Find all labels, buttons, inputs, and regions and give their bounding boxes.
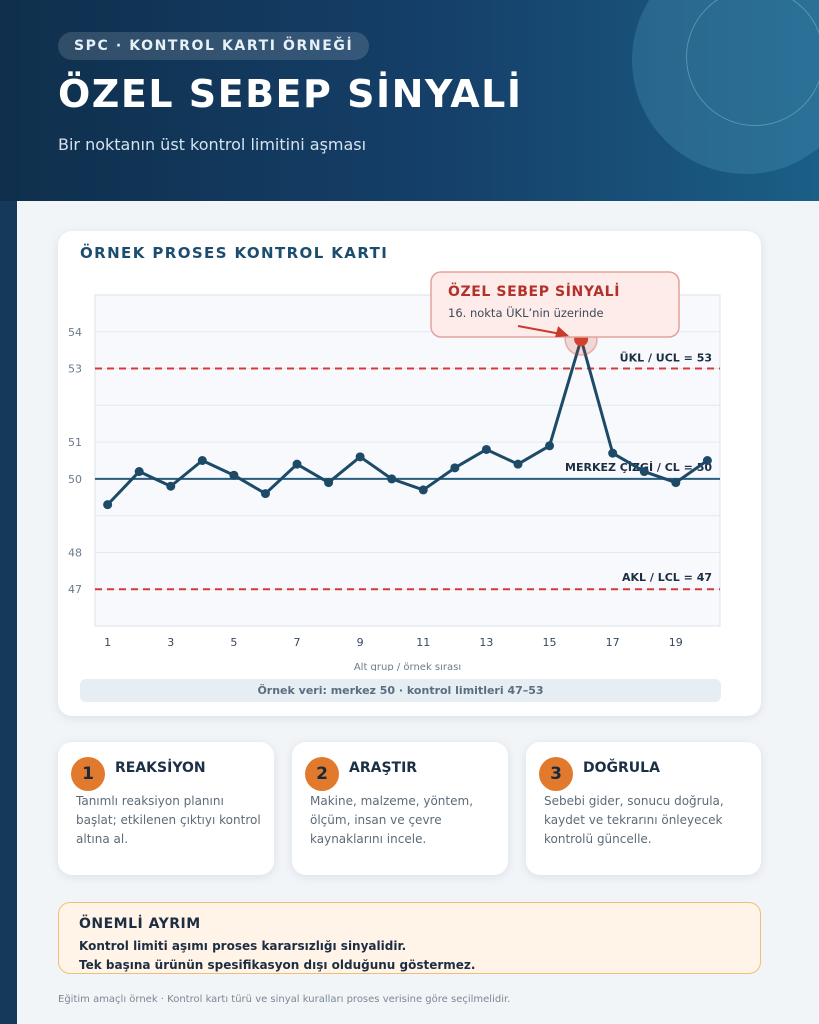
- page-subtitle: Bir noktanın üst kontrol limitini aşması: [58, 135, 367, 154]
- step-description: Tanımlı reaksiyon planını başlat; etkile…: [76, 794, 261, 846]
- y-tick-label: 53: [68, 363, 82, 376]
- lcl-label: AKL / LCL = 47: [622, 571, 712, 584]
- data-point: [481, 444, 491, 454]
- x-tick-label: 13: [479, 636, 493, 649]
- data-point: [355, 452, 365, 462]
- category-pill: SPC · KONTROL KARTI ÖRNEĞİ: [58, 32, 370, 60]
- warning-line-1: Kontrol limiti aşımı proses kararsızlığı…: [79, 939, 407, 953]
- data-point: [702, 456, 712, 465]
- warning-line-2: Tek başına ürünün spesifikasyon dışı old…: [79, 958, 476, 972]
- step-title: REAKSİYON: [115, 760, 206, 776]
- warning-title: ÖNEMLİ AYRIM: [79, 916, 201, 932]
- data-point: [166, 481, 176, 491]
- step-number-badge: 2: [305, 757, 339, 791]
- y-tick-label: 51: [68, 436, 82, 449]
- x-tick-label: 3: [167, 636, 174, 649]
- chart-title: ÖRNEK PROSES KONTROL KARTI: [80, 244, 389, 262]
- data-point: [324, 478, 334, 488]
- data-point: [292, 459, 302, 469]
- data-point: [387, 474, 397, 484]
- footer-note: Eğitim amaçlı örnek · Kontrol kartı türü…: [58, 994, 511, 1005]
- step-number-badge: 3: [539, 757, 573, 791]
- step-description: Sebebi gider, sonucu doğrula, kaydet ve …: [544, 794, 724, 846]
- ucl-label: ÜKL / UCL = 53: [620, 351, 712, 365]
- data-point: [513, 459, 523, 469]
- x-tick-label: 19: [669, 636, 683, 649]
- data-point: [608, 448, 618, 458]
- signal-callout: [430, 271, 680, 338]
- series-line: [106, 337, 709, 506]
- y-tick-label: 48: [68, 546, 82, 559]
- step-title: ARAŞTIR: [349, 760, 418, 776]
- data-point: [229, 470, 239, 480]
- y-tick-label: 47: [68, 583, 82, 596]
- data-point: [545, 441, 555, 451]
- step-card-reaction: 1 REAKSİYON Tanımlı reaksiyon planını ba…: [58, 742, 274, 875]
- callout-text: 16. nokta ÜKL’nin üzerinde: [448, 304, 604, 320]
- step-title: DOĞRULA: [583, 760, 660, 776]
- x-tick-label: 1: [104, 636, 111, 649]
- data-point: [671, 478, 681, 488]
- step-card-verify: 3 DOĞRULA Sebebi gider, sonucu doğrula, …: [526, 742, 761, 875]
- data-point: [197, 456, 207, 465]
- callout-arrowhead: [555, 326, 570, 338]
- data-point: [450, 463, 460, 473]
- data-point: [418, 485, 428, 495]
- page-title: ÖZEL SEBEP SİNYALİ: [58, 72, 523, 116]
- x-tick-label: 9: [357, 636, 364, 649]
- x-tick-label: 5: [230, 636, 237, 649]
- x-tick-label: 15: [543, 636, 557, 649]
- step-card-investigate: 2 ARAŞTIR Makine, malzeme, yöntem, ölçüm…: [292, 742, 508, 875]
- data-point: [134, 467, 144, 477]
- left-accent-bar: [0, 201, 17, 1024]
- chart-note: Örnek veri: merkez 50 · kontrol limitler…: [80, 679, 721, 702]
- y-tick-label: 50: [68, 473, 82, 486]
- decorative-ring: [686, 0, 819, 126]
- x-tick-label: 11: [416, 636, 430, 649]
- x-tick-label: 17: [606, 636, 620, 649]
- step-description: Makine, malzeme, yöntem, ölçüm, insan ve…: [310, 794, 474, 846]
- data-point: [103, 500, 113, 510]
- callout-title: ÖZEL SEBEP SİNYALİ: [448, 282, 620, 300]
- warning-box: ÖNEMLİ AYRIM Kontrol limiti aşımı proses…: [58, 902, 761, 974]
- x-axis-label: Alt grup / örnek sırası: [354, 662, 461, 671]
- y-tick-label: 54: [68, 326, 82, 339]
- x-tick-label: 7: [294, 636, 301, 649]
- step-number-badge: 1: [71, 757, 105, 791]
- header-banner: SPC · KONTROL KARTI ÖRNEĞİ ÖZEL SEBEP Sİ…: [0, 0, 819, 201]
- data-point: [639, 467, 649, 477]
- data-point: [260, 489, 270, 499]
